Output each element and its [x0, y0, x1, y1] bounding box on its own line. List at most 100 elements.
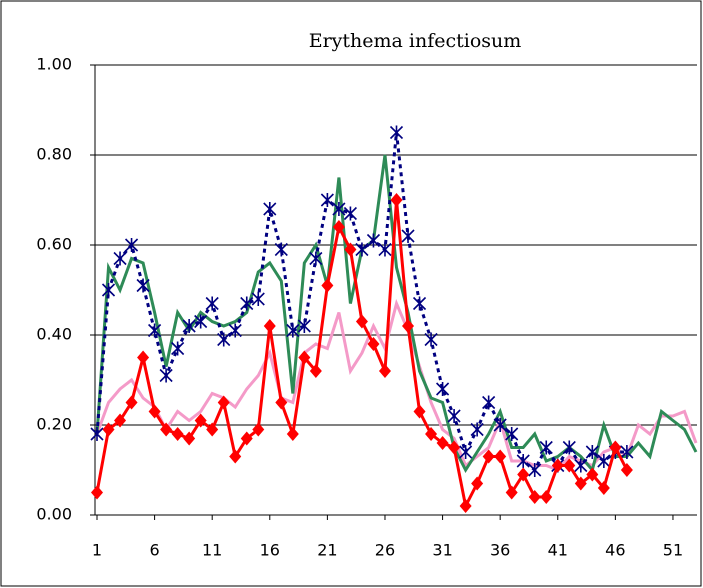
- asterisk-marker: [620, 445, 634, 459]
- diamond-marker: [448, 440, 461, 455]
- diamond-marker: [252, 422, 265, 437]
- x-tick-label: 6: [150, 541, 160, 560]
- asterisk-marker: [240, 296, 254, 311]
- diamond-marker: [321, 278, 334, 293]
- diamond-marker: [344, 242, 357, 257]
- asterisk-marker: [401, 229, 415, 243]
- asterisk-marker: [505, 427, 519, 441]
- x-tick-label: 21: [317, 541, 337, 560]
- diamond-marker: [332, 220, 345, 234]
- diamond-marker: [183, 431, 196, 446]
- diamond-marker: [298, 350, 311, 365]
- diamond-marker: [517, 467, 530, 482]
- asterisk-marker: [101, 283, 116, 297]
- series: [90, 125, 634, 477]
- asterisk-marker: [320, 193, 334, 207]
- diamond-marker: [125, 395, 138, 410]
- asterisk-marker: [574, 458, 588, 473]
- diamond-marker: [586, 467, 599, 482]
- x-tick-label: 26: [375, 541, 395, 560]
- x-tick-label: 16: [260, 541, 280, 560]
- asterisk-marker: [263, 202, 277, 216]
- y-tick-label: 0.20: [36, 415, 72, 434]
- y-tick-label: 0.40: [36, 325, 72, 344]
- asterisk-marker: [378, 242, 392, 257]
- y-tick-label: 0.60: [36, 235, 72, 254]
- asterisk-marker: [482, 395, 496, 410]
- diamond-marker: [494, 449, 507, 464]
- x-tick-label: 31: [432, 541, 452, 560]
- diamond-marker: [217, 395, 230, 410]
- asterisk-marker: [562, 440, 576, 455]
- diamond-marker: [171, 427, 184, 441]
- diamond-marker: [482, 449, 495, 464]
- asterisk-marker: [412, 296, 427, 311]
- x-tick-label: 1: [92, 541, 102, 560]
- diamond-marker: [160, 422, 173, 437]
- asterisk-marker: [585, 445, 599, 459]
- asterisk-marker: [309, 251, 323, 266]
- asterisk-marker: [159, 368, 173, 383]
- asterisk-marker: [297, 319, 311, 333]
- asterisk-marker: [447, 409, 461, 423]
- diamond-marker: [436, 436, 449, 450]
- asterisk-marker: [516, 454, 530, 468]
- asterisk-marker: [355, 242, 369, 257]
- series-line: [95, 132, 627, 473]
- asterisk-marker: [90, 427, 104, 441]
- x-tick-label: 46: [605, 541, 625, 560]
- diamond-marker: [402, 319, 415, 333]
- asterisk-marker: [171, 341, 185, 356]
- diamond-marker: [194, 413, 207, 428]
- diamond-marker: [137, 350, 150, 365]
- asterisk-marker: [366, 233, 381, 248]
- diamond-marker: [597, 481, 610, 495]
- diamond-marker: [574, 476, 587, 491]
- asterisk-marker: [194, 314, 208, 329]
- diamond-marker: [390, 193, 403, 207]
- asterisk-marker: [424, 332, 438, 347]
- diamond-marker: [459, 499, 472, 513]
- diamond-marker: [102, 422, 115, 437]
- diamond-marker: [528, 490, 541, 504]
- asterisk-marker: [274, 242, 288, 257]
- asterisk-marker: [389, 125, 404, 140]
- x-tick-label: 51: [663, 541, 683, 560]
- diamond-marker: [620, 463, 633, 477]
- diamond-marker: [229, 449, 242, 464]
- diamond-marker: [378, 364, 391, 378]
- y-tick-label: 0.80: [36, 145, 72, 164]
- diamond-marker: [505, 485, 518, 500]
- y-tick-label: 0.00: [36, 505, 72, 524]
- series: [91, 193, 633, 513]
- diamond-marker: [275, 395, 288, 410]
- asterisk-marker: [470, 422, 484, 437]
- x-tick-label: 41: [548, 541, 568, 560]
- diamond-marker: [263, 319, 276, 333]
- y-tick-label: 1.00: [36, 55, 72, 74]
- asterisk-marker: [528, 463, 542, 477]
- x-tick-label: 36: [490, 541, 510, 560]
- asterisk-marker: [113, 251, 127, 266]
- asterisk-marker: [436, 382, 450, 396]
- diamond-marker: [563, 458, 576, 473]
- diamond-marker: [413, 404, 426, 419]
- asterisk-marker: [228, 323, 242, 338]
- asterisk-marker: [459, 445, 473, 459]
- diamond-marker: [355, 314, 368, 329]
- asterisk-marker: [251, 292, 265, 306]
- asterisk-marker: [493, 418, 507, 432]
- asterisk-marker: [124, 238, 139, 252]
- asterisk-marker: [343, 206, 357, 221]
- asterisk-marker: [136, 278, 150, 293]
- diamond-marker: [471, 476, 484, 491]
- diamond-marker: [114, 413, 127, 428]
- asterisk-marker: [597, 454, 611, 468]
- x-tick-label: 11: [202, 541, 222, 560]
- diamond-marker: [367, 337, 380, 351]
- asterisk-marker: [539, 440, 553, 455]
- diamond-marker: [286, 427, 299, 441]
- diamond-marker: [309, 364, 322, 378]
- asterisk-marker: [148, 323, 162, 338]
